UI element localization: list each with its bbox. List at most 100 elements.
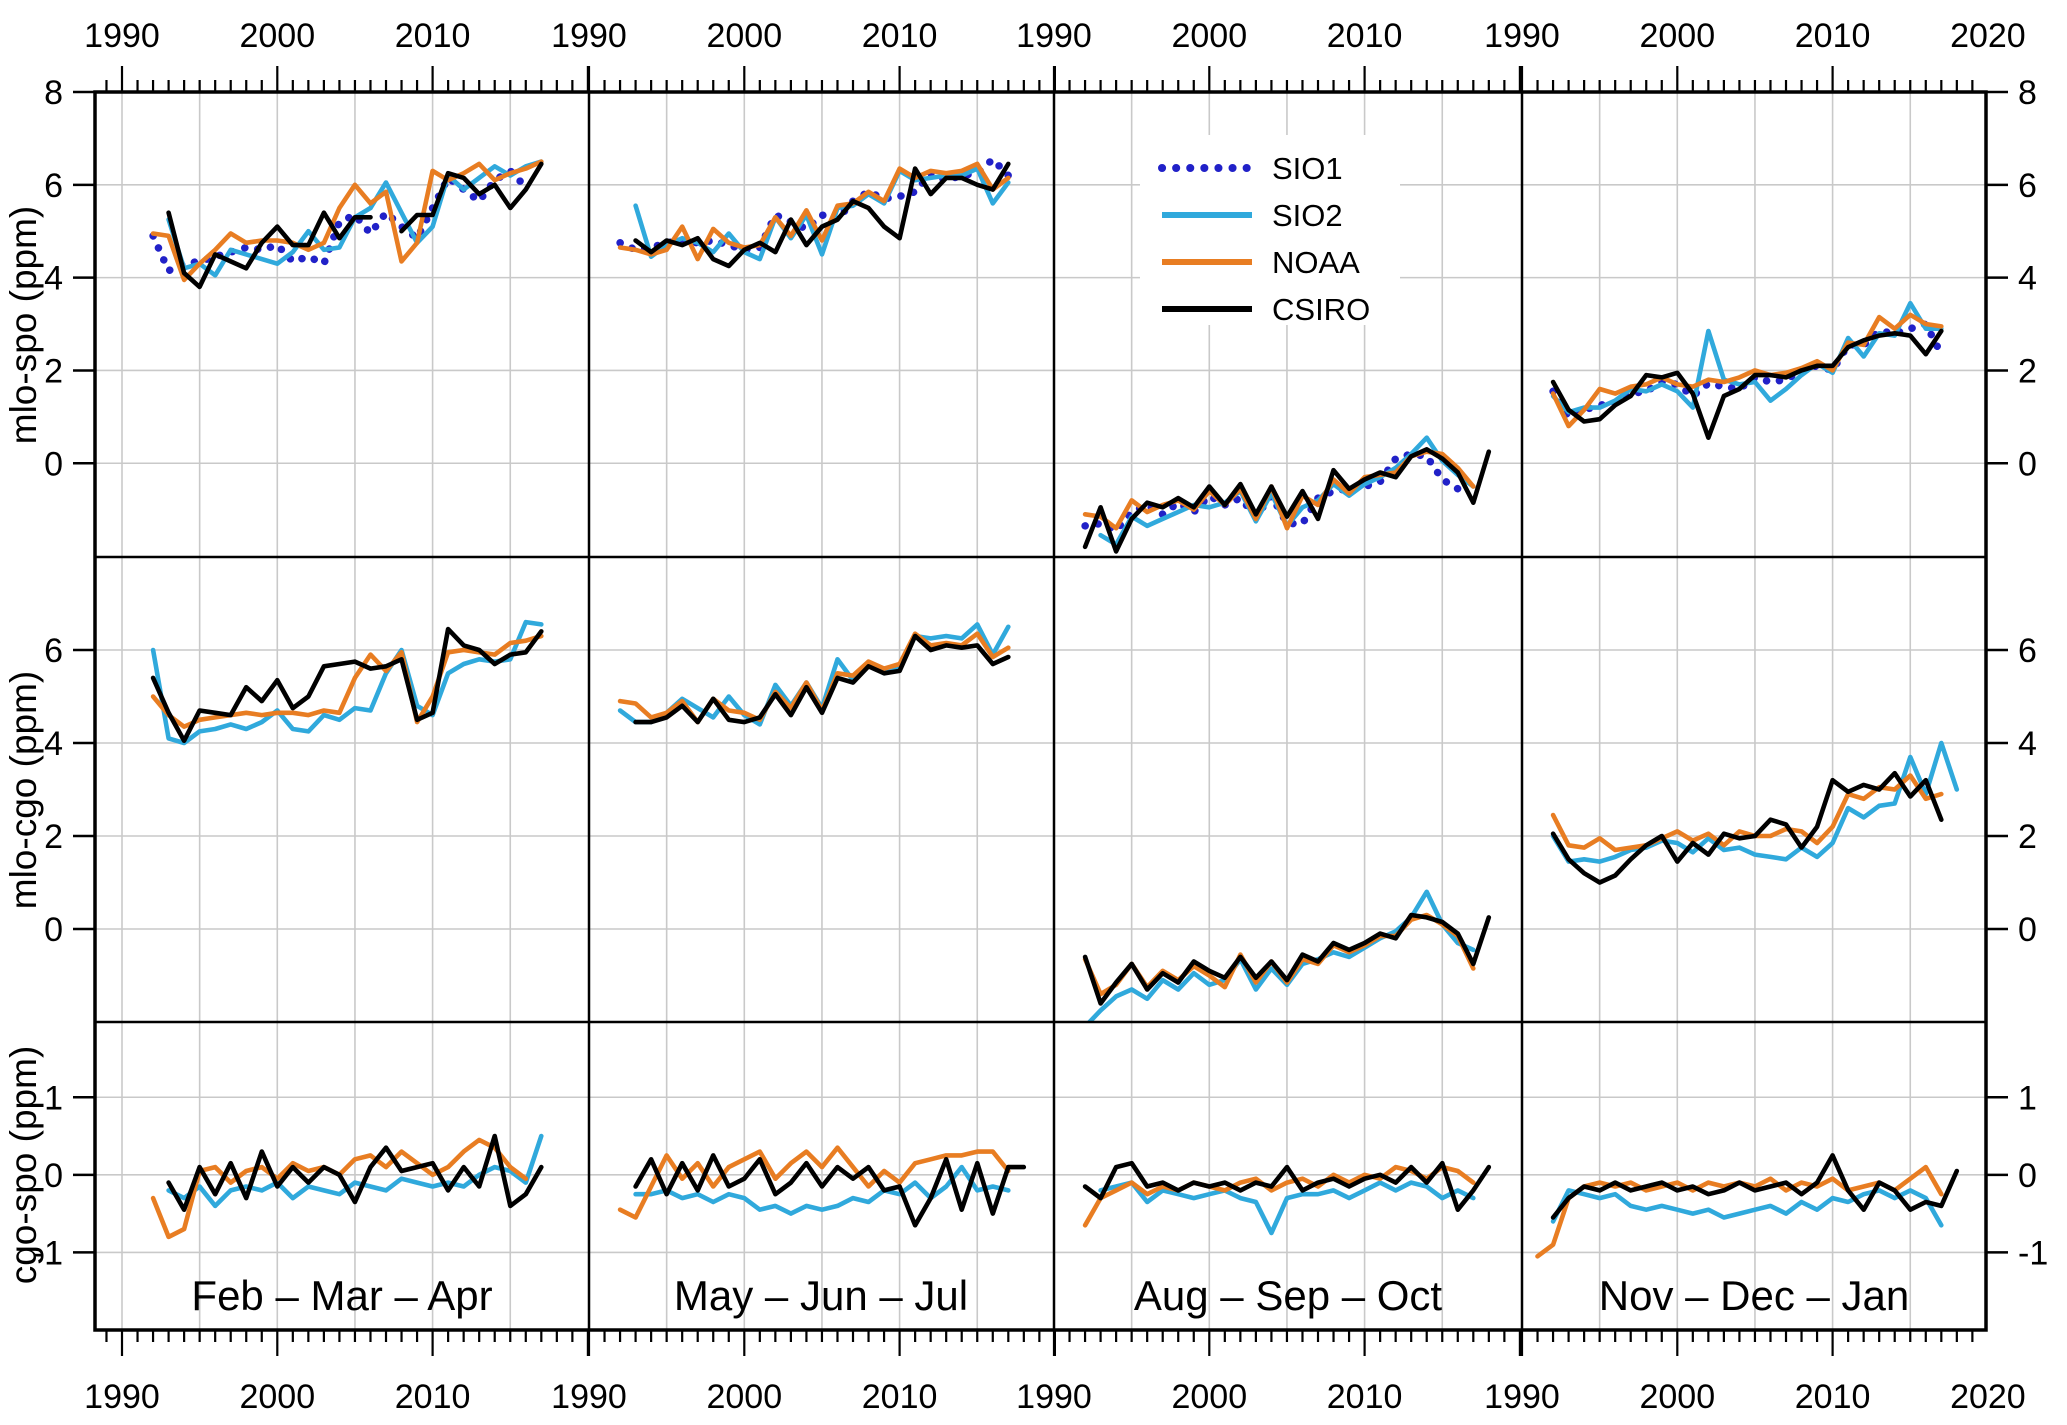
x-tick-label-top: 1990 (1484, 17, 1560, 55)
panel-mlo-cgo-0 (150, 619, 544, 746)
x-tick-label-top: 2000 (1639, 17, 1715, 55)
frame-layer (93, 90, 1988, 1332)
gridlines-layer (95, 92, 1986, 1330)
y-tick-label-left: 2 (44, 352, 63, 390)
x-tick-label-bottom: 1990 (84, 1378, 160, 1416)
panel-mlo-cgo-1 (617, 622, 1011, 727)
y-tick-label-left: 0 (44, 911, 63, 949)
panel-mlo-spo-3 (1549, 300, 1946, 440)
y-tick-label-left: 8 (44, 74, 63, 112)
x-tick-label-top: 2010 (1795, 17, 1871, 55)
series-line-NOAA (150, 1137, 529, 1240)
panel-cgo-spo-1 (617, 1145, 1027, 1228)
y-tick-label-right: 0 (2018, 445, 2037, 483)
ticks-layer (73, 66, 2008, 1356)
legend-label-csiro: CSIRO (1272, 292, 1370, 327)
x-tick-label-top: 2000 (706, 17, 782, 55)
legend: SIO1 SIO2 NOAA CSIRO (1140, 135, 1400, 327)
y-tick-label-left: 6 (44, 167, 63, 205)
y-tick-label-right: 6 (2018, 167, 2037, 205)
y-tick-label-right: 4 (2018, 725, 2037, 763)
y-tick-label-right: 4 (2018, 260, 2037, 298)
series-line-CSIRO (166, 161, 544, 290)
series-line-CSIRO (1082, 912, 1492, 1006)
y-tick-label-right: 0 (2018, 911, 2037, 949)
x-tick-label-top: 2010 (1327, 17, 1403, 55)
y-tick-label-right: 1 (2018, 1079, 2037, 1117)
x-tick-label-bottom: 1990 (1016, 1378, 1092, 1416)
legend-label-sio2: SIO2 (1272, 198, 1343, 233)
series-line-CSIRO (1550, 328, 1944, 440)
panel-mlo-spo-0 (149, 159, 544, 290)
x-tick-label-bottom: 2010 (395, 1378, 471, 1416)
row-axis-title-cgo-spo: cgo-spo (ppm) (3, 1046, 44, 1285)
series-line-SIO2 (1086, 889, 1476, 1022)
y-tick-label-right: 6 (2018, 632, 2037, 670)
series-line-SIO2 (1098, 1180, 1476, 1236)
x-tick-label-bottom: 2010 (862, 1378, 938, 1416)
series-line-NOAA (150, 633, 544, 729)
row-axis-title-mlo-cgo: mlo-cgo (ppm) (3, 671, 44, 910)
panel-cgo-spo-2 (1082, 1160, 1492, 1236)
outer-border (93, 90, 1988, 1332)
panel-cgo-spo-0 (150, 1133, 544, 1240)
row-axis-title-mlo-spo: mlo-spo (ppm) (3, 206, 44, 445)
x-tick-label-bottom: 2000 (239, 1378, 315, 1416)
series-line-NOAA (150, 159, 544, 283)
y-tick-label-left: 1 (44, 1079, 63, 1117)
series-line-CSIRO (1082, 1160, 1492, 1212)
y-tick-label-right: 2 (2018, 818, 2037, 856)
x-tick-label-top: 2010 (395, 17, 471, 55)
series-line-CSIRO (166, 1133, 544, 1212)
season-label-aug-sep-oct: Aug – Sep – Oct (1134, 1272, 1443, 1319)
y-tick-label-left: 2 (44, 818, 63, 856)
series-line-CSIRO (633, 1153, 1027, 1228)
legend-background (1140, 135, 1400, 325)
series-line-NOAA (617, 1145, 1011, 1220)
legend-label-noaa: NOAA (1272, 245, 1360, 280)
panel-mlo-cgo-2 (1082, 889, 1492, 1022)
panel-cgo-spo-3 (1535, 1153, 1960, 1259)
series-line-SIO2 (1550, 740, 1960, 864)
x-tick-label-top: 2000 (239, 17, 315, 55)
panel-mlo-spo-1 (616, 155, 1013, 269)
y-tick-label-left: 0 (44, 1157, 63, 1195)
y-tick-label-right: 8 (2018, 74, 2037, 112)
series-line-NOAA (1550, 312, 1944, 429)
x-tick-label-bottom: 2010 (1795, 1378, 1871, 1416)
x-tick-label-bottom: 2000 (1639, 1378, 1715, 1416)
series-line-CSIRO (633, 161, 1011, 269)
series-line-CSIRO (1082, 447, 1492, 554)
x-tick-label-top: 2020 (1950, 17, 2026, 55)
x-tick-label-top: 1990 (84, 17, 160, 55)
x-tick-label-bottom: 2010 (1327, 1378, 1403, 1416)
y-tick-label-left: -1 (33, 1234, 63, 1272)
season-label-may-jun-jul: May – Jun – Jul (674, 1272, 968, 1319)
x-tick-label-bottom: 2000 (1171, 1378, 1247, 1416)
y-tick-label-right: 0 (2018, 1157, 2037, 1195)
y-tick-label-right: 2 (2018, 352, 2037, 390)
series-line-SIO2 (633, 1164, 1011, 1216)
x-tick-label-top: 2010 (862, 17, 938, 55)
series-line-SIO2 (166, 1133, 544, 1209)
season-label-nov-dec-jan: Nov – Dec – Jan (1599, 1272, 1910, 1319)
series-line-NOAA (617, 161, 1011, 262)
series-line-CSIRO (150, 626, 544, 743)
x-tick-label-top: 1990 (551, 17, 627, 55)
x-tick-label-bottom: 1990 (551, 1378, 627, 1416)
y-tick-label-left: 0 (44, 445, 63, 483)
series-layer (149, 155, 1960, 1259)
season-label-feb-mar-apr: Feb – Mar – Apr (191, 1272, 492, 1319)
x-tick-label-bottom: 2000 (706, 1378, 782, 1416)
series-line-CSIRO (633, 633, 1011, 725)
y-tick-label-left: 6 (44, 632, 63, 670)
x-tick-label-bottom: 1990 (1484, 1378, 1560, 1416)
series-line-SIO2 (150, 619, 544, 746)
series-line-CSIRO (1550, 1153, 1960, 1220)
y-tick-label-right: -1 (2018, 1234, 2048, 1272)
series-line-SIO2 (1550, 1188, 1944, 1228)
legend-label-sio1: SIO1 (1272, 151, 1343, 186)
tick-labels-layer: 1990199020002000201020101990199020002000… (33, 17, 2048, 1416)
